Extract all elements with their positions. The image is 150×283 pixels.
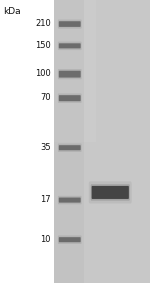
Text: 35: 35: [40, 143, 51, 152]
FancyBboxPatch shape: [59, 198, 81, 203]
Text: 70: 70: [40, 93, 51, 102]
FancyBboxPatch shape: [58, 42, 82, 50]
Bar: [54, 0, 96, 142]
FancyBboxPatch shape: [59, 237, 81, 242]
FancyBboxPatch shape: [59, 71, 81, 78]
FancyBboxPatch shape: [58, 20, 82, 29]
FancyBboxPatch shape: [59, 21, 81, 27]
FancyBboxPatch shape: [58, 93, 82, 103]
FancyBboxPatch shape: [58, 196, 82, 204]
Bar: [0, 0, 54, 283]
FancyBboxPatch shape: [59, 145, 81, 150]
FancyBboxPatch shape: [58, 235, 82, 244]
Text: 17: 17: [40, 195, 51, 204]
Text: 210: 210: [35, 19, 51, 28]
Bar: [54, 0, 150, 283]
FancyBboxPatch shape: [58, 69, 82, 79]
Text: kDa: kDa: [3, 7, 21, 16]
FancyBboxPatch shape: [92, 186, 129, 199]
Bar: [54, 0, 84, 283]
Text: 100: 100: [35, 69, 51, 78]
FancyBboxPatch shape: [89, 181, 132, 203]
FancyBboxPatch shape: [58, 143, 82, 152]
Text: 10: 10: [40, 235, 51, 244]
FancyBboxPatch shape: [59, 43, 81, 48]
FancyBboxPatch shape: [91, 184, 130, 201]
Text: 150: 150: [35, 41, 51, 50]
FancyBboxPatch shape: [59, 95, 81, 101]
